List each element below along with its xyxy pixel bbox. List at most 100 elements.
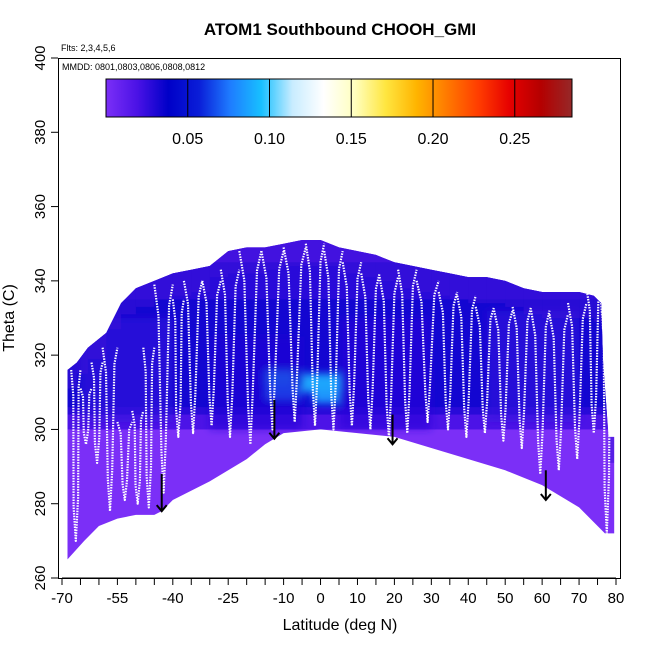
x-tick-label-7: 20: [386, 590, 403, 607]
y-axis: 260 280 300 320 340 360 380 400: [32, 45, 58, 591]
heatmap-cell-3: [313, 392, 339, 404]
flight-track-27: [530, 310, 551, 476]
flights-annotation: Flts: 2,3,4,5,6: [61, 43, 116, 53]
flight-track-4: [116, 421, 134, 502]
y-tick-label-4: 340: [32, 268, 49, 293]
flight-track-16: [323, 250, 344, 431]
flight-track-17: [341, 262, 363, 427]
heatmap-step-24: [486, 277, 506, 304]
x-tick-label-10: 50: [497, 590, 514, 607]
flight-track-21: [415, 280, 440, 424]
heatmap-step-27: [542, 292, 561, 318]
flight-track-20: [397, 269, 418, 435]
arrows: [155, 399, 552, 513]
heatmap-step-2: [87, 332, 107, 359]
x-tick-label-3: -25: [217, 590, 239, 607]
flight-track-23: [456, 295, 477, 438]
heatmap-step-26: [523, 288, 543, 315]
heatmap-step-18: [375, 254, 395, 281]
flight-track-7: [153, 284, 174, 494]
colorbar-tick-label-4: 0.25: [499, 131, 530, 148]
flight-track-5: [131, 410, 145, 505]
heatmap-step-5: [135, 280, 155, 307]
heatmap-step-6: [154, 273, 173, 300]
flight-track-10: [201, 280, 222, 427]
heatmap-step-33: [608, 436, 615, 463]
x-tick-label-6: 10: [349, 590, 366, 607]
arrow-2: [386, 414, 399, 446]
heatmap-step-23: [468, 277, 487, 304]
flight-track-30: [585, 288, 603, 435]
colorbar-tick-label-0: 0.05: [172, 131, 203, 148]
dates-annotation: MMDD: 0801,0803,0806,0808,0812: [62, 62, 205, 72]
y-tick-label-7: 400: [32, 45, 49, 70]
heatmap-step-4: [121, 288, 136, 315]
heatmap-staircase-edges: [67, 240, 615, 463]
heatmap-step-16: [339, 247, 358, 274]
heatmap-step-12: [265, 243, 284, 270]
flight-track-25: [493, 310, 514, 442]
x-tick-label-5: 0: [316, 590, 324, 607]
heatmap-cell-4: [209, 336, 303, 430]
flight-track-9: [182, 280, 204, 435]
y-tick-label-6: 380: [32, 120, 49, 145]
arrow-1: [268, 399, 281, 441]
heatmap-step-20: [412, 266, 432, 292]
flight-track-1: [79, 388, 93, 446]
heatmap-step-28: [560, 292, 580, 318]
y-tick-label-3: 320: [32, 343, 49, 368]
heatmap-step-13: [283, 240, 303, 266]
flight-track-24: [474, 306, 496, 435]
flight-track-14: [282, 247, 307, 424]
heatmap-step-21: [431, 269, 450, 296]
y-tick-label-5: 360: [32, 194, 49, 219]
heatmap-step-30: [593, 295, 602, 322]
x-tick-label-2: -40: [162, 590, 184, 607]
x-tick-label-13: 80: [608, 590, 625, 607]
heatmap-step-17: [357, 251, 376, 278]
colorbar-ticks: 0.05 0.10 0.15 0.20 0.25: [172, 79, 530, 148]
colorbar-tick-label-1: 0.10: [254, 131, 285, 148]
x-tick-label-4: -10: [273, 590, 295, 607]
flight-track-8: [171, 299, 185, 438]
y-tick-label-1: 280: [32, 491, 49, 516]
colorbar-tick-label-2: 0.15: [336, 131, 367, 148]
x-axis: -70 -55 -40 -25 -10 0 10 20 30 40 50 60 70 80: [51, 577, 625, 607]
heatmap-step-22: [449, 273, 469, 300]
heatmap-step-25: [505, 280, 524, 307]
colorbar: 0.05 0.10 0.15 0.20 0.25: [105, 78, 573, 148]
flight-track-3: [101, 347, 119, 513]
flight-track-12: [238, 250, 263, 446]
arrow-0: [155, 474, 168, 513]
x-tick-label-0: -70: [51, 590, 73, 607]
heatmap-step-8: [191, 266, 210, 292]
flight-track-6: [142, 347, 156, 509]
flight-track-2: [90, 362, 104, 464]
arrow-head-1: [268, 432, 281, 441]
y-axis-label: Theta (C): [1, 284, 18, 352]
y-tick-label-2: 300: [32, 417, 49, 442]
heatmap-step-1: [76, 347, 88, 374]
flight-track-11: [219, 269, 241, 438]
arrow-head-2: [386, 437, 399, 446]
flight-track-15: [304, 243, 326, 427]
x-tick-label-12: 70: [571, 590, 588, 607]
colorbar-gradient: [105, 78, 573, 118]
x-tick-label-9: 40: [460, 590, 477, 607]
arrow-head-0: [155, 504, 168, 513]
heatmap-step-9: [209, 251, 229, 278]
heatmap-step-10: [228, 247, 247, 274]
flight-track-26: [511, 306, 533, 450]
heatmap-step-31: [601, 303, 604, 330]
x-tick-label-1: -55: [107, 590, 129, 607]
y-tick-label-0: 260: [32, 565, 49, 590]
arrow-head-3: [540, 493, 552, 502]
x-tick-label-11: 60: [534, 590, 551, 607]
arrow-3: [540, 470, 552, 502]
flight-track-0: [70, 369, 82, 542]
heatmap-step-3: [106, 303, 122, 330]
flight-track-28: [548, 314, 570, 472]
flight-track-22: [437, 291, 459, 431]
colorbar-tick-label-3: 0.20: [417, 131, 448, 148]
